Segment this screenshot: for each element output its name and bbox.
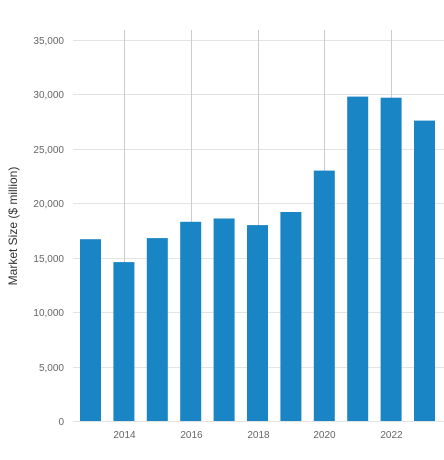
- bar-2021[interactable]: [347, 96, 369, 421]
- bar-2016[interactable]: [180, 221, 202, 421]
- bar-2020[interactable]: [313, 170, 335, 421]
- bars: [80, 96, 435, 422]
- y-tick-label: 15,000: [33, 254, 64, 265]
- bar-2013[interactable]: [80, 239, 101, 421]
- x-tick-label: 2018: [247, 430, 270, 441]
- y-tick-label: 30,000: [33, 90, 64, 101]
- bar-2018[interactable]: [247, 225, 268, 421]
- bar-2023[interactable]: [414, 120, 435, 421]
- bar-2014[interactable]: [113, 262, 135, 421]
- bar-2022[interactable]: [380, 97, 402, 421]
- x-tick-label: 2016: [180, 430, 203, 441]
- y-tick-label: 5,000: [39, 363, 64, 374]
- y-axis-label: Market Size ($ million): [6, 167, 20, 286]
- x-tick-label: 2022: [380, 430, 403, 441]
- x-tick-label: 2014: [113, 430, 136, 441]
- x-axis-tick-labels: 2014 2016 2018 2020 2022: [113, 430, 403, 441]
- bar-2019[interactable]: [280, 212, 302, 421]
- y-tick-label: 10,000: [33, 308, 64, 319]
- y-tick-label: 25,000: [33, 145, 64, 156]
- bar-2017[interactable]: [213, 218, 235, 422]
- y-axis-tick-labels: 0 5,000 10,000 15,000 20,000 25,000 30,000 35,0…: [33, 36, 64, 428]
- x-tick-label: 2020: [313, 430, 336, 441]
- y-tick-label: 35,000: [33, 36, 64, 47]
- y-tick-label: 20,000: [33, 199, 64, 210]
- bar-2015[interactable]: [146, 238, 168, 421]
- y-tick-label: 0: [58, 417, 64, 428]
